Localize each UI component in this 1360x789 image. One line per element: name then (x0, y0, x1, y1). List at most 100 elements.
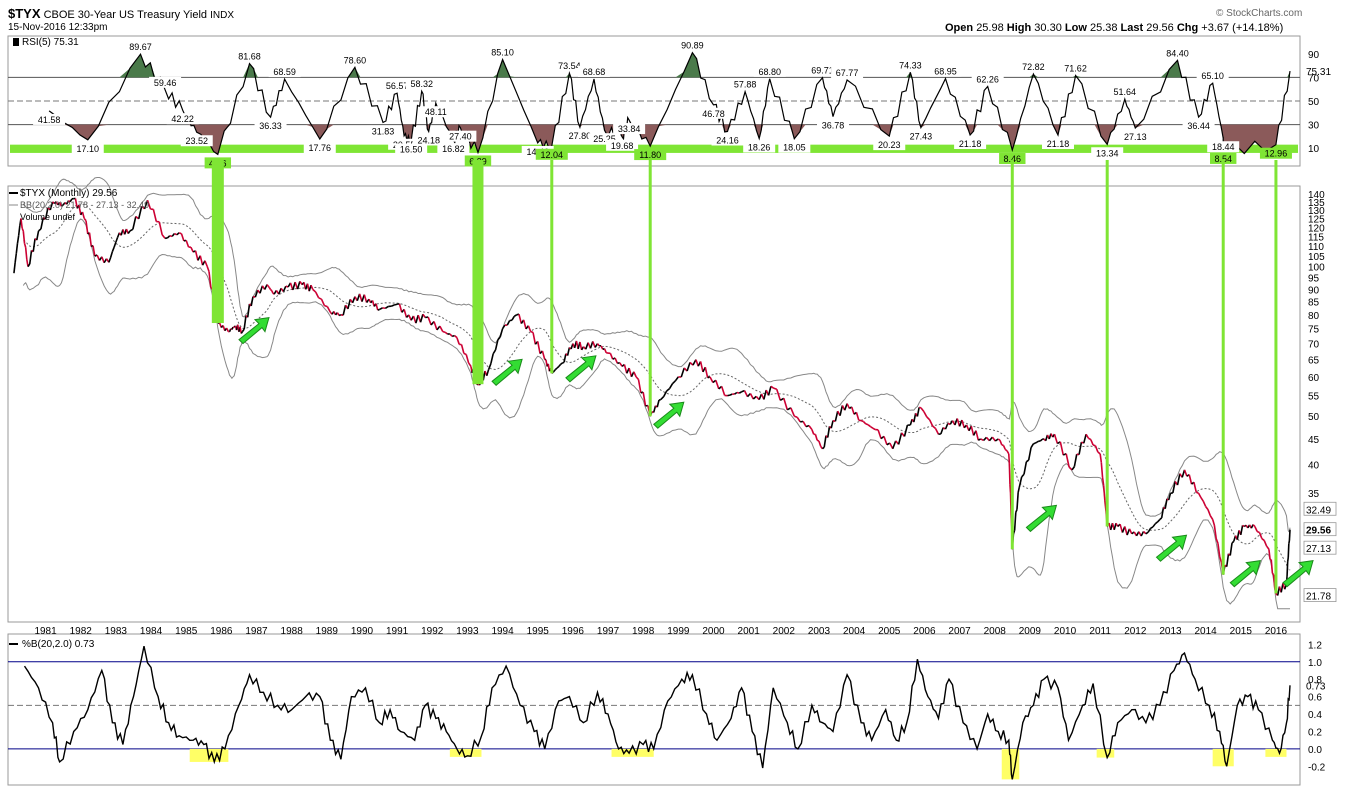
price-segment (1200, 497, 1204, 502)
rsi-value-label: 24.16 (716, 135, 739, 145)
price-segment (296, 281, 301, 290)
rsi-value-label: 42.22 (171, 114, 194, 124)
price-segment (390, 304, 395, 307)
price-segment (1030, 443, 1035, 449)
price-segment (78, 204, 82, 215)
rsi-oversold-band (10, 144, 1298, 153)
rsi-value-label-bg (613, 123, 646, 135)
price-segment (152, 209, 158, 222)
price-segment (772, 387, 778, 390)
rsi-value-label-bg (1091, 147, 1124, 159)
price-segment (463, 352, 467, 356)
price-segment (830, 420, 834, 429)
price-segment (736, 391, 740, 394)
rsi-value-label-bg (338, 54, 371, 66)
rsi-value-label: 74.33 (899, 60, 922, 70)
rsi-value-label-bg (71, 142, 104, 154)
price-segment (180, 233, 185, 242)
price-segment (1193, 482, 1198, 493)
price-segment (1218, 556, 1223, 563)
rsi-y-tick: 70 (1308, 73, 1320, 84)
price-segment (818, 440, 822, 447)
rsi-value-label: 36.33 (259, 121, 282, 131)
last-label: Last (1120, 22, 1144, 34)
price-segment (439, 325, 444, 332)
rsi-value-label-bg (971, 73, 1004, 85)
pctb-low-highlight (611, 748, 654, 757)
price-segment (770, 385, 774, 389)
price-segment (1006, 450, 1010, 455)
price-y-tick: 120 (1308, 223, 1325, 234)
pctb-low-highlight (449, 748, 482, 757)
price-segment (934, 428, 940, 435)
price-segment (199, 255, 204, 266)
price-segment (190, 246, 194, 253)
rsi-value-label: 8.54 (1214, 154, 1232, 164)
price-segment (637, 379, 642, 393)
price-segment (241, 328, 245, 333)
price-segment (1094, 445, 1099, 453)
rsi-value-label-bg (1210, 152, 1237, 164)
rsi-value-label: 68.68 (583, 67, 606, 77)
price-segment (903, 424, 909, 437)
rsi-value-label-bg (729, 78, 762, 90)
green-arrow (565, 355, 597, 383)
price-segment (1167, 493, 1172, 501)
price-segment (492, 349, 497, 355)
price-x-tick: 1987 (245, 626, 268, 637)
price-segment (377, 308, 380, 311)
price-segment (176, 232, 180, 236)
price-x-tick: 1996 (562, 626, 585, 637)
price-segment (554, 367, 558, 371)
rsi-value-label: 71.62 (1064, 63, 1087, 73)
price-segment (1004, 448, 1008, 452)
price-segment (1286, 561, 1289, 577)
price-segment (892, 440, 897, 450)
price-segment (482, 370, 486, 381)
price-segment (1145, 531, 1149, 535)
price-segment (113, 241, 117, 248)
price-y-tick: 80 (1308, 311, 1320, 322)
price-segment (811, 429, 815, 435)
rsi-value-label-bg (634, 149, 667, 161)
price-segment (518, 314, 523, 324)
price-x-tick: 2001 (738, 626, 761, 637)
price-segment (1213, 525, 1217, 539)
price-segment (1263, 540, 1268, 547)
price-segment (1053, 433, 1059, 444)
price-segment (763, 389, 767, 400)
rsi-value-label: 12.96 (1265, 149, 1288, 159)
price-segment (111, 246, 115, 252)
rsi-value-label-bg (254, 120, 287, 132)
price-y-tick: 95 (1308, 274, 1320, 285)
ohlc-readout: Open 25.98 High 30.30 Low 25.38 Last 29.… (945, 22, 1283, 34)
rsi-value-label-bg (929, 65, 962, 77)
rsi-value-label-bg (873, 139, 906, 151)
price-segment (433, 321, 438, 331)
price-segment (1209, 515, 1214, 520)
green-arrow (1282, 560, 1314, 588)
price-x-tick: 1995 (527, 626, 550, 637)
price-segment (1002, 445, 1006, 450)
price-segment (225, 327, 230, 332)
rsi-value-label: 81.68 (238, 52, 261, 62)
rsi-value-label-bg (1161, 47, 1194, 59)
price-segment (662, 390, 668, 397)
price-segment (823, 435, 827, 448)
price-x-tick: 2011 (1089, 626, 1111, 637)
rsi-value-label-bg (1059, 62, 1092, 74)
price-x-tick: 1988 (281, 626, 304, 637)
price-segment (501, 324, 506, 330)
price-panel-frame (7, 185, 1301, 623)
rsi-value-label: 33.84 (618, 124, 641, 134)
price-x-tick: 2006 (913, 626, 936, 637)
rsi-value-label: 36.44 (1187, 121, 1210, 131)
price-segment (32, 238, 36, 252)
bb-middle-band (23, 203, 1291, 571)
price-segment (1065, 453, 1070, 468)
price-y-tick: 70 (1308, 340, 1320, 351)
price-x-tick: 1990 (351, 626, 374, 637)
rsi-value-label-bg (419, 106, 452, 118)
price-y-tick: 65 (1308, 356, 1320, 367)
price-segment (1265, 545, 1270, 550)
